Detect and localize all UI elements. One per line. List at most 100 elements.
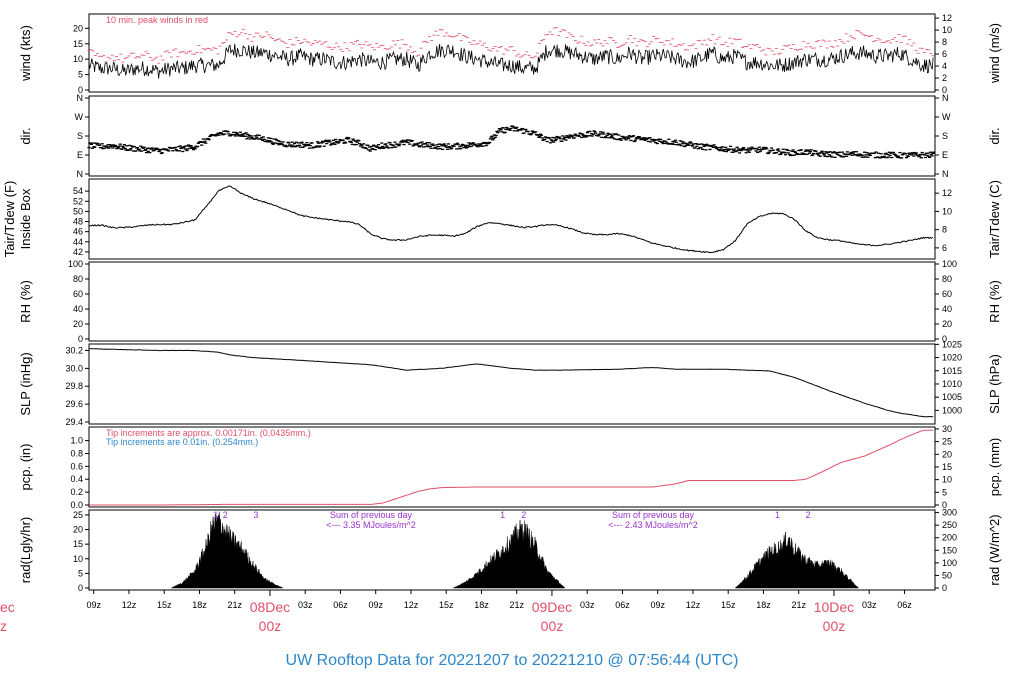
ytick-left-label: 0 <box>78 583 83 593</box>
wind-annotation: 10 min. peak winds in red <box>106 15 208 25</box>
xtick-label: 18z <box>474 600 489 610</box>
panel-rad <box>85 509 939 591</box>
ytick-right-label: 1020 <box>942 353 962 363</box>
ytick-left-label: 52 <box>73 196 83 206</box>
panel-tair <box>85 178 939 260</box>
xaxis-day-time: 00z <box>823 618 846 634</box>
panel-slp <box>85 343 939 425</box>
ytick-right-label: 8 <box>942 37 947 47</box>
ylabel-left: SLP (inHg) <box>18 352 33 415</box>
rad-marker-label: 1 <box>500 510 505 520</box>
ytick-right-label: 300 <box>942 508 957 518</box>
rad-marker-label: 2 <box>806 510 811 520</box>
ytick-left-label: 44 <box>73 237 83 247</box>
ytick-right-label: 1025 <box>942 339 962 349</box>
ytick-right-label: 150 <box>942 545 957 555</box>
xtick-label: 09z <box>650 600 665 610</box>
ytick-right-label: 50 <box>942 570 952 580</box>
slp-series-line <box>89 348 934 418</box>
rad-day-area <box>453 519 566 589</box>
ytick-right-label: S <box>942 131 948 141</box>
xtick-label: 21z <box>227 600 242 610</box>
ylabel-left: pcp. (in) <box>18 444 33 491</box>
ytick-left-label: 1.0 <box>70 436 83 446</box>
xaxis-day-date: 08Dec <box>250 599 290 615</box>
ylabel-left: rad(Lgly/hr) <box>18 517 33 583</box>
ytick-right-label: 0 <box>942 334 947 344</box>
ytick-left-label: 40 <box>73 304 83 314</box>
ytick-right-label: N <box>942 93 949 103</box>
xtick-label: 15z <box>721 600 736 610</box>
ytick-left-label: W <box>75 112 84 122</box>
ylabel-right: wind (m/s) <box>987 23 1002 84</box>
rad-day-area <box>734 531 860 589</box>
ytick-right-label: 10 <box>942 475 952 485</box>
ytick-left-label: 5 <box>78 568 83 578</box>
ytick-right-label: 60 <box>942 289 952 299</box>
xaxis-day-date-clipped: ec <box>0 599 15 615</box>
xtick-label: 03z <box>862 600 877 610</box>
rad-note-line1: Sum of previous day <box>612 510 695 520</box>
ytick-right-label: 1000 <box>942 405 962 415</box>
xaxis-day-time-clipped: z <box>0 618 7 634</box>
ytick-left-label: 15 <box>73 539 83 549</box>
rad-marker-label: 1 <box>213 510 218 520</box>
ytick-left-label: 30.2 <box>65 345 83 355</box>
ytick-left-label: 0 <box>78 334 83 344</box>
ytick-right-label: 100 <box>942 558 957 568</box>
rad-note-line2: <--- 2.43 MJoules/m^2 <box>608 520 698 530</box>
ytick-right-label: 40 <box>942 304 952 314</box>
ytick-left-label: 48 <box>73 217 83 227</box>
ytick-left-label: 100 <box>68 259 83 269</box>
ytick-right-label: N <box>942 169 949 179</box>
rad-marker-label: 1 <box>775 510 780 520</box>
ylabel-right: SLP (hPa) <box>987 354 1002 414</box>
pcp-series-line <box>89 429 934 506</box>
xtick-label: 06z <box>897 600 912 610</box>
xaxis-day-time: 00z <box>541 618 564 634</box>
panel-dir <box>85 95 939 177</box>
ytick-left-label: 80 <box>73 274 83 284</box>
ytick-left-label: 10 <box>73 54 83 64</box>
ytick-right-label: 1005 <box>942 392 962 402</box>
ylabel-right: dir. <box>987 127 1002 144</box>
ytick-right-label: 6 <box>942 243 947 253</box>
ytick-right-label: 0 <box>942 500 947 510</box>
ylabel-left-2: Inside Box <box>18 188 33 249</box>
ytick-right-label: 2 <box>942 73 947 83</box>
ytick-left-label: 20 <box>73 319 83 329</box>
xtick-label: 18z <box>756 600 771 610</box>
ytick-left-label: S <box>77 131 83 141</box>
ytick-right-label: 20 <box>942 319 952 329</box>
ytick-right-label: 20 <box>942 449 952 459</box>
xtick-label: 06z <box>333 600 348 610</box>
ytick-left-label: 0.4 <box>70 474 83 484</box>
ytick-right-label: 6 <box>942 49 947 59</box>
ytick-left-label: 29.8 <box>65 381 83 391</box>
ylabel-right: Tair/Tdew (C) <box>987 180 1002 258</box>
ytick-left-label: 0.0 <box>70 500 83 510</box>
rad-marker-label: 2 <box>521 510 526 520</box>
ytick-right-label: 15 <box>942 462 952 472</box>
xaxis-day-date: 09Dec <box>532 599 572 615</box>
panel-rh <box>85 261 939 342</box>
ytick-right-label: 12 <box>942 13 952 23</box>
xtick-label: 03z <box>580 600 595 610</box>
ytick-right-label: 100 <box>942 259 957 269</box>
panel-wind <box>85 13 939 93</box>
xaxis-day-date: 10Dec <box>814 599 854 615</box>
ytick-left-label: N <box>77 169 84 179</box>
rad-marker-label: 2 <box>223 510 228 520</box>
ytick-left-label: 46 <box>73 227 83 237</box>
ytick-right-label: 0 <box>942 85 947 95</box>
ytick-right-label: 30 <box>942 424 952 434</box>
panel-frame-slp <box>88 343 936 425</box>
xaxis-day-time: 00z <box>259 618 282 634</box>
chart-footer-title: UW Rooftop Data for 20221207 to 20221210… <box>286 652 739 669</box>
ylabel-right: pcp. (mm) <box>987 438 1002 497</box>
ytick-right-label: 10 <box>942 25 952 35</box>
ytick-left-label: 0.8 <box>70 448 83 458</box>
ytick-left-label: 5 <box>78 70 83 80</box>
ytick-right-label: 1010 <box>942 379 962 389</box>
ytick-left-label: 60 <box>73 289 83 299</box>
